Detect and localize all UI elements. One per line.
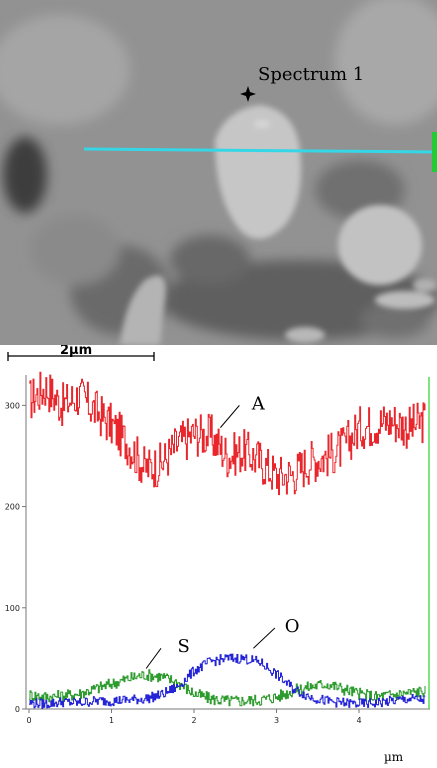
y-tick-label: 0	[15, 705, 20, 714]
scale-bar	[7, 352, 155, 361]
line-profile-chart: 2µm 0 1 2 3 4 0 100 200 300 A S O µm	[0, 345, 437, 768]
series-line-A	[29, 371, 426, 496]
annotation-leader	[220, 405, 240, 428]
linescan-end-marker	[432, 132, 437, 172]
spectrum-label: Spectrum 1	[258, 64, 364, 85]
y-tick-label: 300	[5, 401, 20, 410]
x-tick-label: 0	[26, 716, 31, 725]
scale-bar-label: 2µm	[60, 345, 92, 358]
series-line-O	[29, 653, 426, 709]
annotation-label-O: O	[285, 616, 300, 637]
x-tick-label: 1	[109, 716, 114, 725]
x-unit-label: µm	[384, 750, 404, 764]
y-tick-label: 200	[5, 503, 20, 512]
sem-micrograph: Spectrum 1	[0, 0, 437, 345]
spectrum-marker	[240, 86, 256, 102]
y-tick-label: 100	[5, 604, 20, 613]
annotation-label-S: S	[178, 636, 190, 657]
x-tick-label: 3	[274, 716, 279, 725]
annotation-label-A: A	[251, 393, 266, 414]
linescan-line	[83, 147, 437, 154]
x-tick-label: 2	[191, 716, 196, 725]
annotation-leader	[145, 647, 162, 669]
annotation-leader	[253, 627, 276, 649]
x-tick-label: 4	[356, 716, 361, 725]
